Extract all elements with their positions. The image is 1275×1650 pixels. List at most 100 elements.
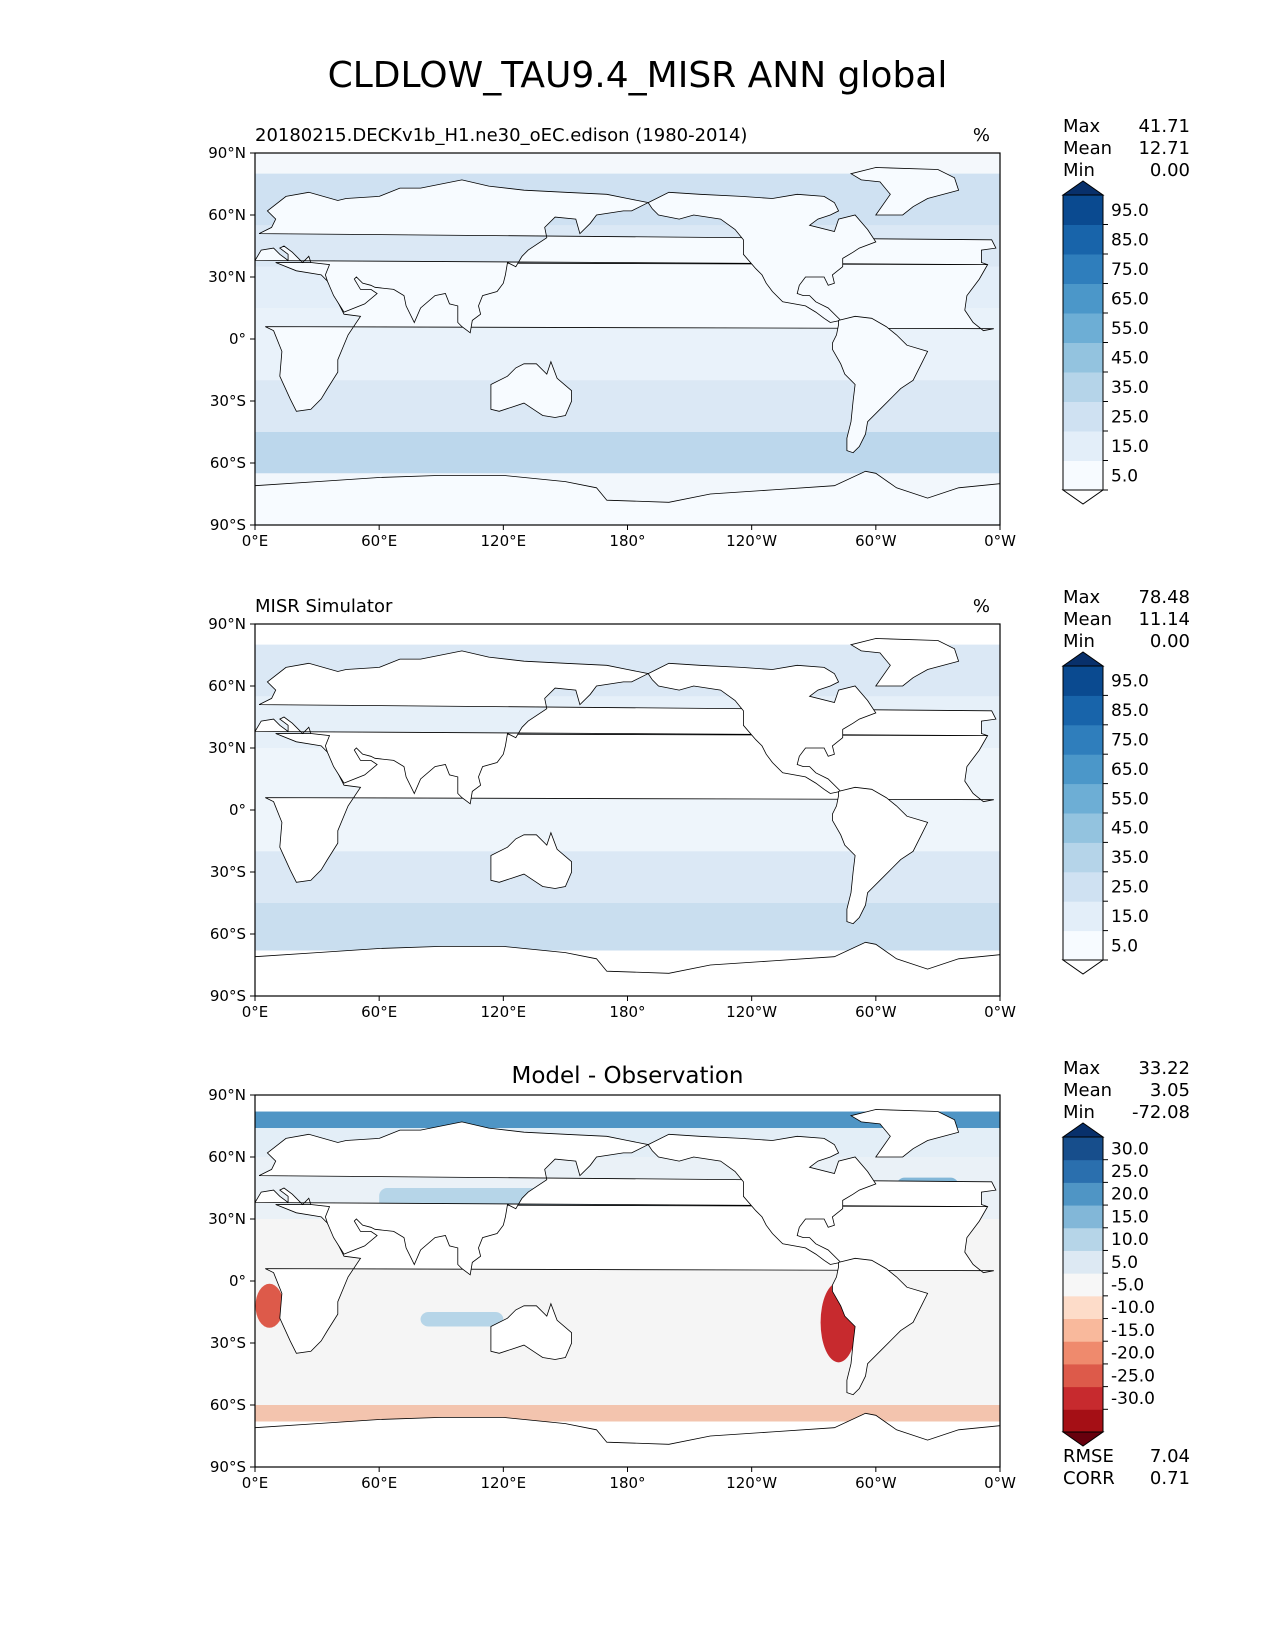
colorbar-segment [1063, 1159, 1103, 1183]
x-tick-label: 180° [609, 1003, 645, 1021]
latitude-band [255, 1095, 1000, 1112]
stat-label: Mean [1063, 138, 1112, 159]
x-tick-label: 60°W [855, 1003, 897, 1021]
colorbar-segment [1063, 1386, 1103, 1410]
colorbar-tick-label: 15.0 [1111, 1207, 1149, 1227]
y-tick-label: 60°N [208, 677, 246, 695]
stat-label: Max [1063, 587, 1101, 608]
colorbar-segment [1063, 1318, 1103, 1342]
colorbar-extend-under [1061, 489, 1105, 505]
y-tick-label: 30°N [208, 268, 246, 286]
colorbar-tick-label: 45.0 [1111, 819, 1149, 839]
colorbar-segment [1063, 431, 1103, 461]
colorbar-tick-label: 5.0 [1111, 1253, 1138, 1273]
colorbar-segment [1063, 401, 1103, 432]
y-tick-label: 90°N [208, 615, 246, 633]
map-field [255, 153, 1000, 525]
colorbar-segment [1063, 1409, 1103, 1433]
latitude-band [255, 624, 1000, 645]
y-tick-label: 90°S [210, 516, 246, 534]
latitude-band [255, 1111, 1000, 1129]
latitude-band [255, 1405, 1000, 1422]
colorbar-extend-over [1061, 1122, 1105, 1138]
coastline-eurasia [255, 1121, 997, 1276]
coastline-southamerica [832, 786, 929, 925]
colorbar-segment [1063, 1363, 1103, 1388]
stat-value: 78.48 [1138, 587, 1190, 608]
stat-value: 0.00 [1150, 631, 1190, 652]
map-field [255, 624, 1000, 996]
coastline-southamerica [832, 315, 929, 454]
x-tick-label: 0°E [242, 1474, 269, 1492]
y-tick-label: 60°N [208, 206, 246, 224]
colorbar-tick-label: 25.0 [1111, 1162, 1149, 1182]
panel-title-left: 20180215.DECKv1b_H1.ne30_oEC.edison (198… [255, 125, 747, 146]
coastline-northamerica [647, 1133, 877, 1265]
x-tick-label: 0°E [242, 532, 269, 550]
colorbar-segment [1063, 372, 1103, 402]
y-tick-label: 60°S [210, 1396, 246, 1414]
colorbar-tick-label: 65.0 [1111, 289, 1149, 309]
colorbar-tick-label: 85.0 [1111, 230, 1149, 250]
stat-label: Max [1063, 1058, 1101, 1079]
colorbar-extend-over [1061, 180, 1105, 196]
colorbar-segment [1063, 842, 1103, 873]
y-tick-label: 0° [229, 801, 246, 819]
figure-title: CLDLOW_TAU9.4_MISR ANN global [327, 55, 948, 96]
coastline-australia [490, 1302, 572, 1360]
colorbar-tick-label: -20.0 [1111, 1344, 1155, 1364]
colorbar-segment [1063, 754, 1103, 785]
colorbar-tick-label: 75.0 [1111, 731, 1149, 751]
coastline-australia [490, 831, 572, 889]
stat-value: 33.22 [1138, 1058, 1190, 1079]
y-tick-label: 90°N [208, 1086, 246, 1104]
latitude-band [255, 903, 1000, 951]
y-tick-label: 60°S [210, 454, 246, 472]
colorbar-tick-label: 15.0 [1111, 907, 1149, 927]
stat-value: -72.08 [1132, 1102, 1190, 1123]
colorbar: 30.0 25.0 20.015.0 10.0 5.0 -5.0-10.0 -15.0 -20… [1061, 1122, 1155, 1447]
x-tick-label: 60°E [361, 532, 397, 550]
y-tick-label: 30°S [210, 1334, 246, 1352]
colorbar-tick-label: 65.0 [1111, 760, 1149, 780]
panel-units: % [973, 596, 990, 617]
metric-value: 7.04 [1150, 1446, 1190, 1467]
x-tick-label: 120°E [481, 532, 527, 550]
coastline-eurasia [255, 179, 997, 334]
colorbar-tick-label: -25.0 [1111, 1366, 1155, 1386]
colorbar-tick-label: 5.0 [1111, 936, 1138, 956]
x-tick-label: 120°E [481, 1003, 527, 1021]
colorbar-tick-label: 15.0 [1111, 437, 1149, 457]
coastline-northamerica [647, 191, 877, 323]
colorbar-tick-label: -10.0 [1111, 1298, 1155, 1318]
y-tick-label: 30°S [210, 392, 246, 410]
colorbar-segment [1063, 254, 1103, 284]
x-tick-label: 60°E [361, 1003, 397, 1021]
colorbar-tick-label: 25.0 [1111, 878, 1149, 898]
colorbar-tick-label: 35.0 [1111, 378, 1149, 398]
coastline-northamerica [647, 662, 877, 794]
colorbar-segment [1063, 930, 1103, 961]
y-tick-label: 90°S [210, 1458, 246, 1476]
colorbar-tick-label: 10.0 [1111, 1230, 1149, 1250]
stat-label: Max [1063, 116, 1101, 137]
colorbar-segment [1063, 666, 1103, 696]
colorbar-segment [1063, 901, 1103, 932]
colorbar-tick-label: 20.0 [1111, 1185, 1149, 1205]
x-tick-label: 60°W [855, 1474, 897, 1492]
colorbar-segment [1063, 342, 1103, 373]
x-tick-label: 120°W [726, 532, 777, 550]
x-tick-label: 0°W [984, 1474, 1016, 1492]
colorbar-segment [1063, 1250, 1103, 1274]
metric-value: 0.71 [1150, 1468, 1190, 1489]
colorbar-segment [1063, 283, 1103, 314]
negative-anomaly-region [255, 1283, 284, 1328]
colorbar-tick-label: 75.0 [1111, 260, 1149, 280]
stat-label: Mean [1063, 609, 1112, 630]
y-tick-label: 90°N [208, 144, 246, 162]
stat-value: 11.14 [1138, 609, 1190, 630]
colorbar-tick-label: 5.0 [1111, 466, 1138, 486]
x-tick-label: 120°W [726, 1003, 777, 1021]
colorbar-extend-under [1061, 959, 1105, 975]
